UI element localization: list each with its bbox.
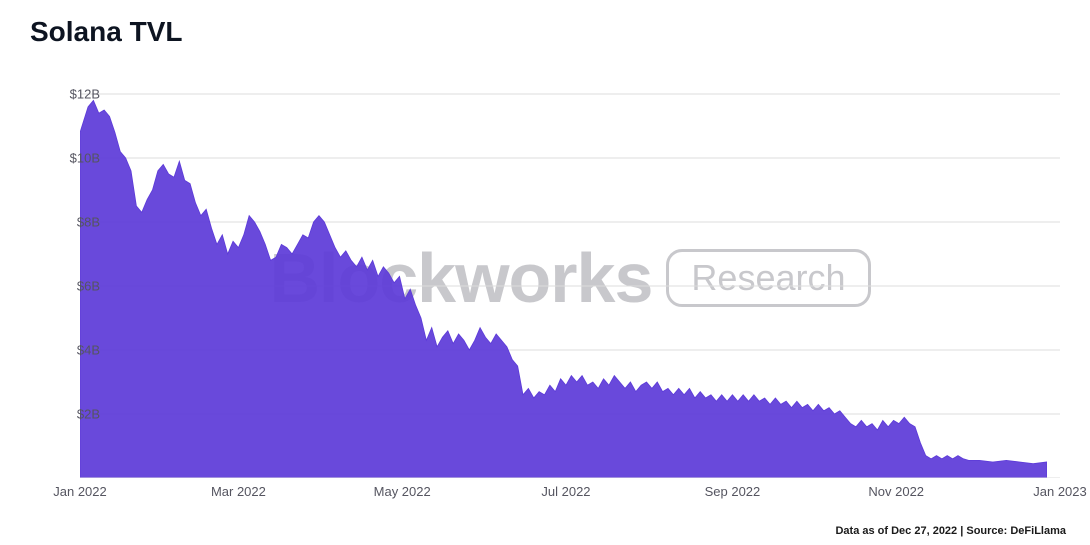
- x-tick-label: Jan 2022: [53, 484, 107, 499]
- y-tick-label: $2B: [50, 407, 100, 422]
- x-tick-label: May 2022: [374, 484, 431, 499]
- x-tick-label: Jul 2022: [541, 484, 590, 499]
- y-tick-label: $6B: [50, 279, 100, 294]
- y-tick-label: $8B: [50, 215, 100, 230]
- x-tick-label: Mar 2022: [211, 484, 266, 499]
- y-tick-label: $10B: [50, 151, 100, 166]
- y-tick-label: $4B: [50, 343, 100, 358]
- x-tick-label: Nov 2022: [868, 484, 924, 499]
- x-tick-label: Sep 2022: [705, 484, 761, 499]
- x-tick-label: Jan 2023: [1033, 484, 1087, 499]
- chart-plot-area: [80, 78, 1060, 478]
- tvl-area-series: [80, 100, 1047, 478]
- chart-container: Solana TVL Blockworks Research $2B$4B$6B…: [0, 0, 1090, 545]
- y-tick-label: $12B: [50, 87, 100, 102]
- chart-title: Solana TVL: [30, 16, 182, 48]
- area-chart-svg: [80, 78, 1060, 478]
- chart-footer: Data as of Dec 27, 2022 | Source: DeFiLl…: [835, 525, 1066, 537]
